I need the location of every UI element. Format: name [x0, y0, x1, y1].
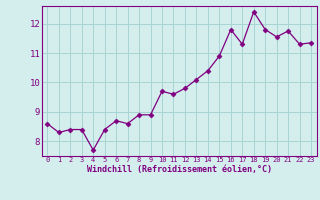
X-axis label: Windchill (Refroidissement éolien,°C): Windchill (Refroidissement éolien,°C)	[87, 165, 272, 174]
